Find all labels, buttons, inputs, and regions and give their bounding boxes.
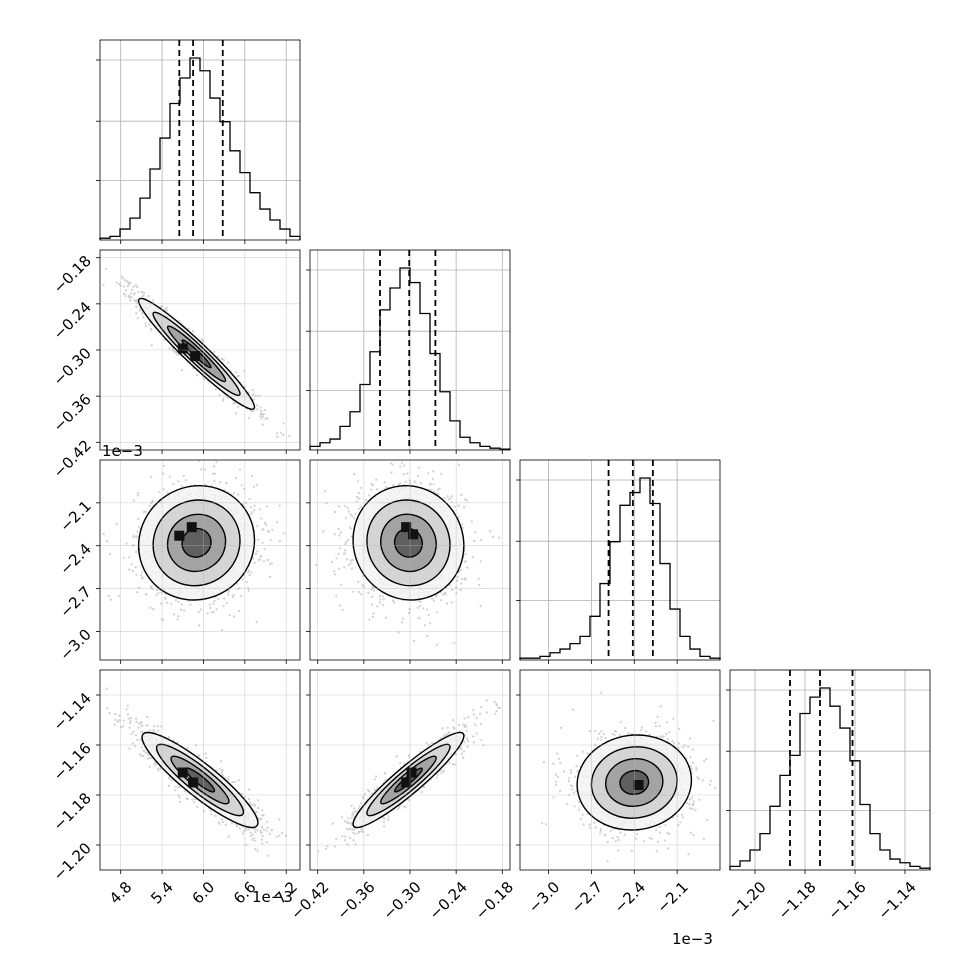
density-peak-0	[177, 767, 188, 778]
y-tick-label: −0.42	[50, 436, 95, 481]
panel-frame	[99, 669, 301, 871]
y-tick-label: −1.16	[50, 739, 95, 784]
pair-panel-3-2	[519, 669, 721, 871]
histogram-step-2	[519, 477, 721, 660]
x-tick-label: −1.16	[825, 878, 870, 923]
x-tick-label: −3.0	[525, 878, 563, 916]
density-peak-1	[186, 522, 197, 533]
x-tick-label: −1.18	[775, 878, 820, 923]
x-tick-label: −2.1	[653, 878, 691, 916]
y-tick-label: −2.4	[56, 540, 94, 578]
x-offset-label: 1e−3	[672, 930, 713, 948]
x-tick-label: −0.36	[333, 878, 378, 923]
pair-panel-3-1	[309, 669, 511, 871]
pair-panel-2-1	[309, 459, 511, 661]
density-peak-1	[190, 351, 201, 362]
x-tick-label: −2.7	[568, 878, 606, 916]
panel-frame	[99, 459, 301, 661]
hist-panel-3	[726, 669, 931, 871]
y-tick-label: −1.18	[50, 789, 95, 834]
panel-content	[102, 460, 286, 632]
pair-panel-2-0	[99, 459, 301, 661]
y-tick-label: −1.20	[50, 839, 95, 884]
x-tick-label: −1.14	[875, 878, 920, 923]
y-tick-label: −1.14	[50, 689, 95, 734]
x-offset-label: 1e−3	[252, 888, 293, 906]
y-tick-label: −3.0	[56, 626, 94, 664]
y-tick-label: −2.1	[56, 497, 94, 535]
panel-content	[314, 461, 501, 646]
y-tick-label: −0.30	[50, 344, 95, 389]
x-tick-label: −1.20	[725, 878, 770, 923]
density-peak-1	[406, 767, 417, 778]
x-tick-label: 5.4	[147, 878, 177, 908]
x-tick-label: −0.30	[380, 878, 425, 923]
pair-panel-3-0	[99, 669, 301, 871]
x-tick-label: 6.0	[189, 878, 219, 908]
panel-frame	[519, 669, 721, 871]
density-peak-0	[633, 780, 644, 790]
panel-content	[105, 687, 288, 857]
density-peak-1	[408, 529, 419, 540]
hist-panel-0	[96, 39, 301, 241]
y-tick-label: −2.7	[56, 583, 94, 621]
density-peak-0	[401, 522, 412, 533]
x-tick-label: −0.18	[472, 878, 517, 923]
panel-content	[317, 699, 501, 853]
density-peak-0	[174, 530, 185, 541]
panel-frame	[519, 459, 721, 661]
histogram-step-3	[729, 687, 931, 870]
y-offset-label: 1e−3	[102, 442, 143, 460]
x-tick-label: 4.8	[106, 878, 136, 908]
histogram-step-0	[99, 57, 301, 240]
pair-panel-1-0	[99, 249, 301, 451]
panel-frame	[729, 669, 931, 871]
panel-frame	[99, 39, 301, 241]
y-tick-label: −0.18	[50, 252, 95, 297]
y-tick-label: −0.24	[50, 298, 95, 343]
x-tick-label: −0.24	[426, 878, 471, 923]
panel-content	[102, 267, 291, 438]
x-tick-label: −2.4	[611, 878, 649, 916]
density-peak-0	[177, 343, 188, 354]
hist-panel-1	[306, 249, 511, 451]
density-peak-1	[188, 777, 199, 788]
y-tick-label: −0.36	[50, 390, 95, 435]
density-peak-0	[401, 777, 412, 788]
hist-panel-2	[516, 459, 721, 661]
